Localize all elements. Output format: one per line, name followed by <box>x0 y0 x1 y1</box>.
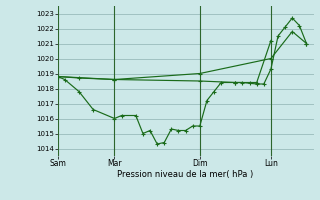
X-axis label: Pression niveau de la mer( hPa ): Pression niveau de la mer( hPa ) <box>117 170 254 179</box>
